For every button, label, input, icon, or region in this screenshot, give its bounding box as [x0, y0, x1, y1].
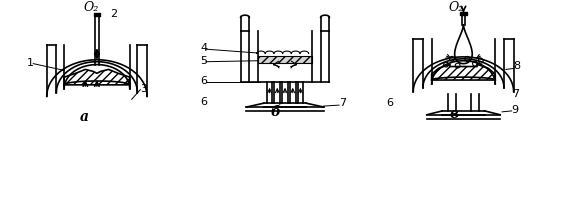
Polygon shape [64, 69, 130, 85]
Text: 6: 6 [386, 98, 393, 108]
Text: 9: 9 [512, 105, 519, 115]
Polygon shape [431, 65, 495, 80]
Bar [258, 56, 312, 63]
Text: 7: 7 [339, 98, 346, 108]
Text: O₂: O₂ [449, 1, 464, 14]
Text: 3: 3 [140, 84, 147, 94]
Text: 6: 6 [200, 76, 207, 86]
Text: 2: 2 [111, 9, 117, 19]
Text: 8: 8 [514, 61, 521, 71]
Text: 1: 1 [26, 58, 34, 67]
Text: б: б [271, 105, 280, 119]
Text: а: а [80, 110, 88, 123]
Text: 7: 7 [512, 89, 519, 99]
Text: 5: 5 [200, 56, 207, 66]
Text: 4: 4 [200, 43, 207, 53]
Polygon shape [459, 12, 467, 15]
Text: O₂: O₂ [83, 1, 99, 14]
Text: 6: 6 [200, 97, 207, 107]
Text: в: в [450, 107, 459, 121]
